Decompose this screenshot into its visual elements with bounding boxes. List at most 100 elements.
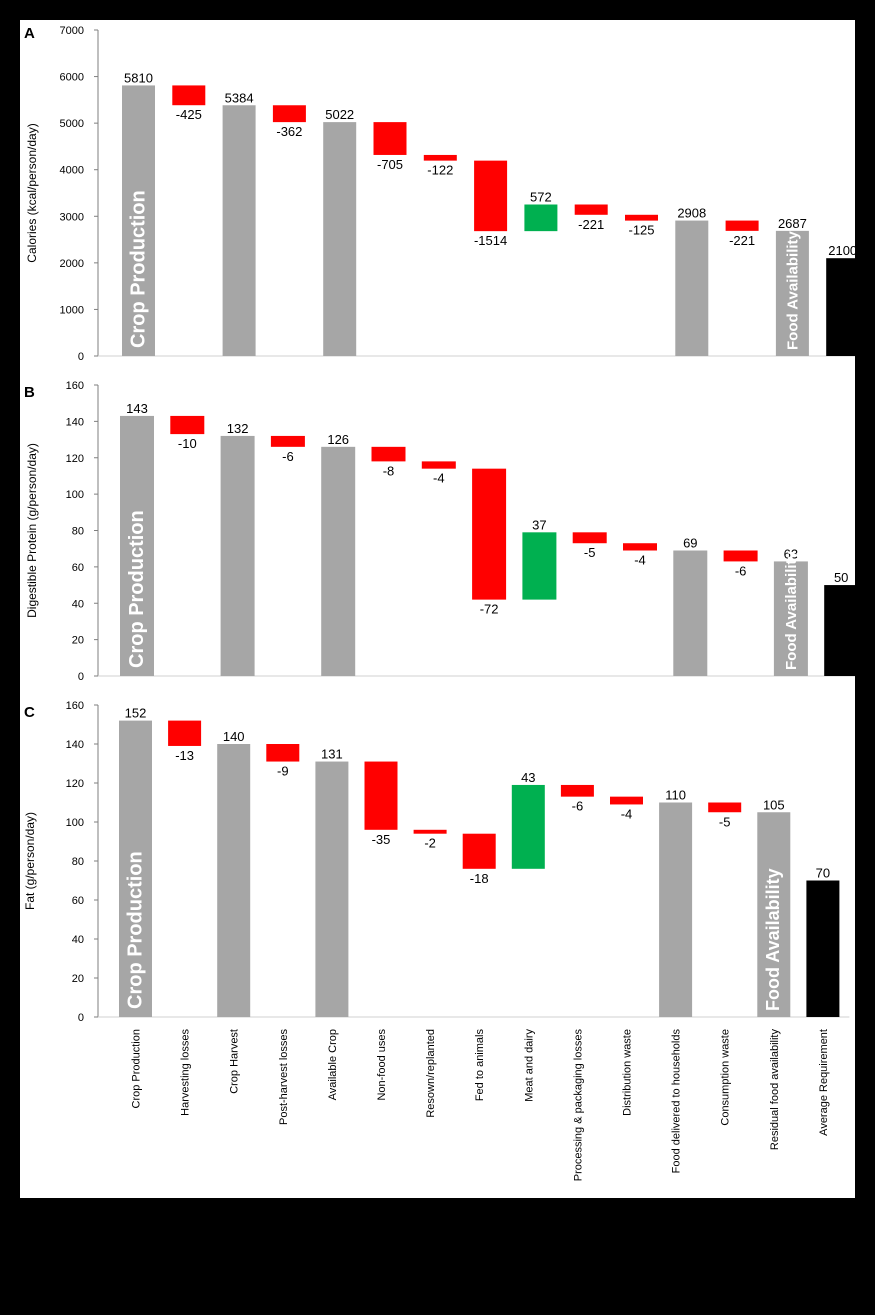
bar-loss <box>421 461 456 469</box>
category-label: Crop Production <box>131 1029 143 1109</box>
data-label: -425 <box>176 107 202 122</box>
bar-loss <box>266 744 300 762</box>
chart-panel-c: C 0 20 40 60 80 100 120 140 160 Fat (g/person/day)… <box>23 700 850 1024</box>
data-label: -13 <box>175 748 194 763</box>
bar-loss <box>170 415 205 435</box>
data-label: -35 <box>372 832 391 847</box>
data-label: 131 <box>321 747 343 762</box>
data-label: 572 <box>530 190 552 205</box>
y-tick-label: 160 <box>66 380 84 392</box>
y-tick-label: 140 <box>66 416 84 428</box>
data-label: -221 <box>578 217 604 232</box>
bar-loss <box>623 543 657 551</box>
y-tick-label: 80 <box>72 856 84 868</box>
data-label: -6 <box>572 799 584 814</box>
y-tick-label: 100 <box>66 489 84 501</box>
category-label: Resown/replanted <box>425 1029 437 1118</box>
bar-loss <box>462 833 496 869</box>
y-tick-label: 3000 <box>60 211 84 223</box>
data-label: -5 <box>584 545 596 560</box>
chart-panel-a: A 0 1000 2000 3000 4000 5000 6000 7000 Calories (… <box>24 25 855 363</box>
bar-total <box>315 761 349 1017</box>
data-label: 43 <box>521 770 535 785</box>
bar-loss <box>610 796 643 805</box>
data-label: -122 <box>427 163 453 178</box>
data-label: -72 <box>480 602 499 617</box>
data-label: 132 <box>227 421 249 436</box>
bar-loss <box>560 784 594 797</box>
bar-loss <box>572 532 607 544</box>
category-label: Average Requirement <box>818 1029 830 1136</box>
bar-text-crop-production: Crop Production <box>128 190 150 348</box>
bar-loss <box>725 220 759 231</box>
data-label: -1514 <box>474 233 507 248</box>
y-axis-label: Fat (g/person/day) <box>23 812 37 910</box>
bar-total <box>757 812 791 1017</box>
data-label: -10 <box>178 436 197 451</box>
category-label: Consumption waste <box>720 1029 732 1126</box>
bar-text-food-availability: Food Availability <box>763 868 783 1011</box>
data-label: -9 <box>277 764 289 779</box>
bar-loss <box>574 204 608 215</box>
y-tick-label: 20 <box>72 635 84 647</box>
bar-total <box>122 85 155 357</box>
bar-total <box>217 744 251 1017</box>
data-label: 110 <box>665 788 686 803</box>
bar-text-food-availability: Food Availability <box>783 550 800 670</box>
data-label: 105 <box>763 797 785 812</box>
bar-total <box>323 122 357 356</box>
bar-loss <box>371 446 406 462</box>
y-tick-label: 1000 <box>60 304 84 316</box>
data-label: 5810 <box>124 70 153 85</box>
data-label: 70 <box>816 866 830 881</box>
y-tick-label: 120 <box>66 778 84 790</box>
bar-loss <box>472 468 507 600</box>
bar-gain <box>524 204 558 232</box>
data-label: 152 <box>125 706 147 721</box>
bar-loss <box>172 85 206 106</box>
y-tick-label: 2000 <box>60 258 84 270</box>
y-axis-label: Calories (kcal/person/day) <box>25 123 39 262</box>
data-label: 69 <box>683 536 697 551</box>
bar-requirement <box>806 880 840 1017</box>
category-label: Post-harvest losses <box>278 1029 290 1125</box>
category-label: Fed to animals <box>474 1029 486 1102</box>
y-tick-label: 6000 <box>60 72 84 84</box>
y-tick-label: 60 <box>72 895 84 907</box>
y-tick-label: 5000 <box>60 118 84 130</box>
bar-loss <box>270 435 305 447</box>
category-label: Non-food uses <box>376 1029 388 1101</box>
category-label: Harvesting losses <box>180 1029 192 1116</box>
bar-total <box>120 415 154 676</box>
data-label: -4 <box>621 806 633 821</box>
bar-total <box>119 720 152 1017</box>
y-tick-label: 0 <box>78 1012 84 1024</box>
category-label: Distribution waste <box>622 1029 634 1116</box>
bar-gain <box>522 532 557 600</box>
bar-requirement <box>824 585 855 676</box>
y-tick-label: 7000 <box>60 25 84 37</box>
data-label: -4 <box>634 553 646 568</box>
data-label: 126 <box>327 432 349 447</box>
category-label: Residual food availability <box>769 1029 781 1151</box>
y-tick-label: 80 <box>72 526 84 538</box>
data-label: 140 <box>223 729 245 744</box>
category-label: Crop Harvest <box>229 1029 241 1094</box>
bar-loss <box>625 214 658 221</box>
bar-total <box>220 435 255 676</box>
bar-total <box>222 105 256 356</box>
bar-loss <box>373 122 407 155</box>
bar-loss <box>272 105 306 123</box>
bar-loss <box>423 154 457 161</box>
chart-panel-b: B 0 20 40 60 80 100 120 140 160 Digestible Protein… <box>24 380 855 683</box>
data-label: -6 <box>735 563 747 578</box>
bar-loss <box>364 761 398 830</box>
bar-total <box>673 550 708 676</box>
y-axis-label: Digestible Protein (g/person/day) <box>25 443 39 618</box>
y-tick-label: 40 <box>72 598 84 610</box>
bar-loss <box>168 720 202 746</box>
data-label: -2 <box>424 836 436 851</box>
data-label: 37 <box>532 517 546 532</box>
panel-letter: C <box>24 704 35 721</box>
